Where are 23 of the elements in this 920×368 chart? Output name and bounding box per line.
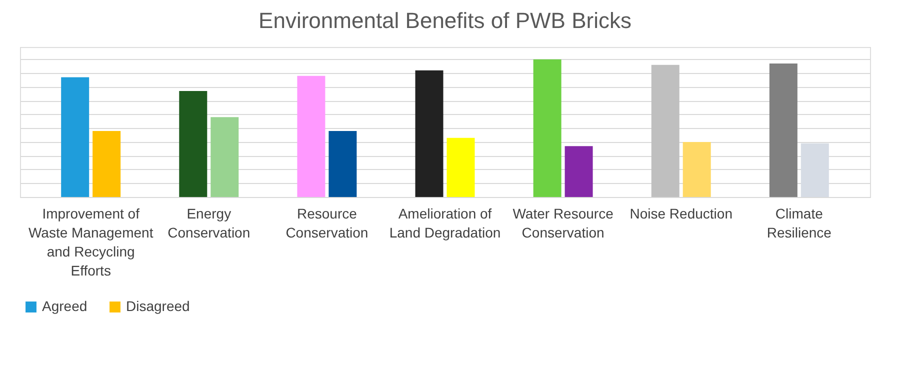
- x-tick-label: Amelioration of Land Degradation: [389, 206, 501, 240]
- chart-title: Environmental Benefits of PWB Bricks: [258, 8, 632, 33]
- bar: [297, 76, 326, 197]
- x-tick-label: Energy Conservation: [168, 206, 250, 240]
- bar: [564, 146, 593, 197]
- x-tick-label: Climate Resilience: [766, 206, 832, 240]
- bar: [61, 77, 90, 197]
- bar: [328, 130, 357, 197]
- x-tick-label: Resource Conservation: [286, 206, 368, 240]
- legend-label: Agreed: [42, 298, 88, 314]
- x-tick-label: Noise Reduction: [630, 206, 732, 222]
- bar: [415, 70, 444, 197]
- bar: [210, 117, 239, 197]
- bar: [446, 138, 475, 197]
- bar: [533, 59, 562, 197]
- bar: [769, 64, 798, 197]
- legend-label: Disagreed: [126, 298, 190, 314]
- bar: [682, 142, 711, 197]
- bar: [92, 130, 121, 197]
- bar: [179, 91, 208, 197]
- x-tick-label: Improvement of Waste Management and Recycling Efforts: [28, 206, 154, 278]
- bar: [651, 64, 680, 197]
- x-tick-label: Water Resource Conservation: [512, 206, 614, 240]
